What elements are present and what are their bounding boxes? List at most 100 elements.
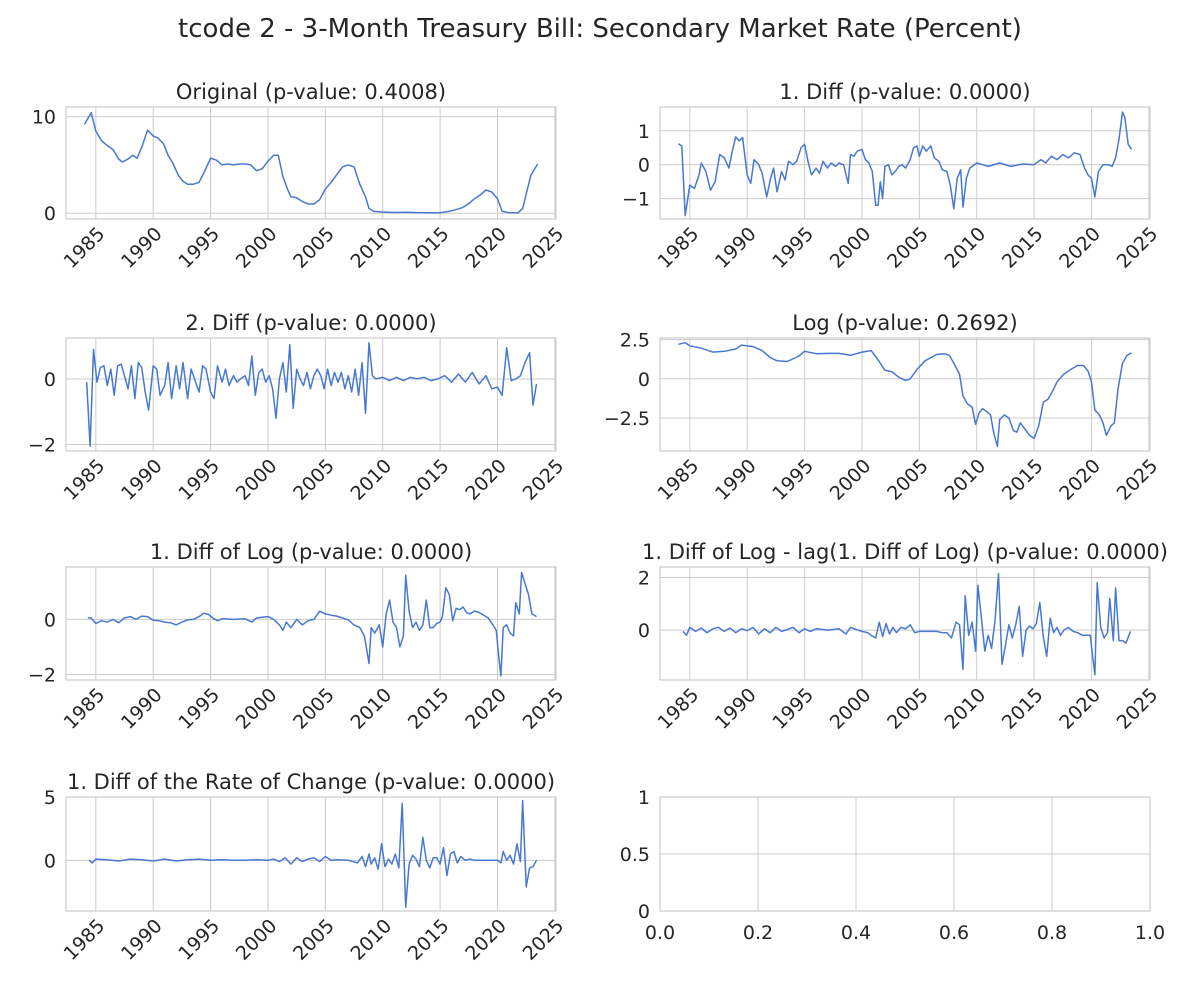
x-tick-label: 1985 [60,915,110,965]
y-tick-label: −2 [28,664,56,686]
x-tick-label: 2025 [1113,684,1163,734]
subplot-6: 0 2 1985 1990 1995 2000 2005 2010 2015 2020 2025 1.… [638,540,1168,734]
series-line-1 [677,111,1133,217]
x-tick-label: 2005 [883,684,933,734]
x-tick-label: 2005 [289,455,339,505]
x-tick-label: 2015 [404,455,454,505]
x-tick-label: 2005 [289,223,339,273]
y-tick-label: 5 [44,787,56,809]
y-tick-label: 1 [638,787,650,809]
x-tick-label: 0.8 [1037,922,1067,944]
y-tick-label: 1 [638,121,650,143]
x-tick-label: 1995 [174,915,224,965]
y-tick-label: 0 [44,203,56,225]
x-tick-label: 1995 [768,455,818,505]
subplot-title: 1. Diff of the Rate of Change (p-value: … [67,770,555,794]
subplot-8: 0 0.5 1 0.0 0.2 0.4 0.6 0.8 1.0 [620,787,1165,944]
y-tick-label: −1 [622,189,650,211]
x-tick-label: 1990 [117,915,167,965]
subplot-title: Log (p-value: 0.2692) [792,311,1018,335]
x-tick-label: 2020 [461,684,511,734]
x-tick-label: 2000 [826,684,876,734]
x-tick-label: 2015 [404,915,454,965]
plot-area [659,106,1151,220]
x-tick-label: 2010 [347,684,397,734]
series-line-1 [87,571,537,677]
y-tick-label: 0 [638,901,650,923]
plot-area [65,796,557,912]
x-tick-label: 2000 [826,455,876,505]
plot-area [65,337,557,452]
x-tick-label: 2020 [1055,455,1105,505]
x-tick-label: 2010 [347,455,397,505]
y-tick-label: 2 [638,568,650,590]
x-tick-label: 1990 [117,455,167,505]
y-tick-label: 0 [44,850,56,872]
x-tick-label: 2020 [461,455,511,505]
x-tick-label: 2000 [232,223,282,273]
series-line-1 [83,112,539,214]
x-tick-label: 2020 [461,223,511,273]
series-line-1 [88,800,538,908]
x-tick-label: 2000 [826,223,876,273]
series-line-1 [85,342,538,447]
x-tick-label: 1995 [174,223,224,273]
y-tick-label: −2 [28,434,56,456]
x-tick-label: 1985 [654,684,704,734]
x-tick-label: 1985 [60,684,110,734]
x-tick-label: 2000 [232,455,282,505]
x-tick-label: 1990 [117,223,167,273]
subplot-title: 1. Diff of Log (p-value: 0.0000) [150,540,472,564]
x-tick-label: 1990 [117,684,167,734]
figure-title: tcode 2 - 3-Month Treasury Bill: Seconda… [178,14,1022,44]
x-tick-label: 2005 [883,455,933,505]
x-tick-label: 2010 [941,455,991,505]
x-tick-label: 2005 [883,223,933,273]
x-tick-label: 0.2 [743,922,773,944]
x-tick-label: 2015 [998,684,1048,734]
x-tick-label: 2020 [461,915,511,965]
subplot-7: 0 5 1985 1990 1995 2000 2005 2010 2015 2020 2025 1.… [44,770,568,965]
plot-area [65,106,557,220]
subplot-title: 1. Diff (p-value: 0.0000) [779,80,1030,104]
x-tick-label: 2020 [1055,684,1105,734]
y-tick-label: 2.5 [620,330,650,352]
plot-area [65,566,557,681]
subplot-title: 2. Diff (p-value: 0.0000) [185,311,436,335]
subplot-4: −2.5 0 2.5 1985 1990 1995 2000 2005 2010 2015 2020… [604,311,1163,505]
series-line-1 [678,341,1132,448]
x-tick-label: 0.4 [841,922,871,944]
plot-area [659,566,1151,681]
x-tick-label: 1985 [60,455,110,505]
x-tick-label: 2025 [519,684,569,734]
y-tick-label: 0 [44,609,56,631]
x-tick-label: 2005 [289,684,339,734]
x-tick-label: 1985 [654,455,704,505]
subplot-title: Original (p-value: 0.4008) [176,80,446,104]
series-line-1 [682,572,1132,676]
subplot-1: 0 10 1985 1990 1995 2000 2005 2010 2015 2020 2025 O… [32,80,569,273]
x-tick-label: 2025 [1113,223,1163,273]
x-tick-label: 2005 [289,915,339,965]
y-tick-label: 10 [32,107,56,129]
x-tick-label: 0.0 [645,922,675,944]
x-tick-label: 2010 [941,684,991,734]
x-tick-label: 1995 [174,455,224,505]
x-tick-label: 1.0 [1135,922,1165,944]
x-tick-label: 0.6 [939,922,969,944]
x-tick-label: 1990 [711,455,761,505]
y-tick-label: 0 [638,155,650,177]
x-tick-label: 2015 [404,684,454,734]
x-tick-label: 2015 [998,223,1048,273]
y-tick-label: −2.5 [604,408,650,430]
y-tick-label: 0 [638,620,650,642]
x-tick-label: 1990 [711,223,761,273]
x-tick-label: 1985 [654,223,704,273]
subplot-title: 1. Diff of Log - lag(1. Diff of Log) (p-… [642,540,1168,564]
x-tick-label: 2000 [232,915,282,965]
x-tick-label: 2025 [519,455,569,505]
subplot-5: −2 0 1985 1990 1995 2000 2005 2010 2015 2020 2025 1… [28,540,568,734]
x-tick-label: 2020 [1055,223,1105,273]
